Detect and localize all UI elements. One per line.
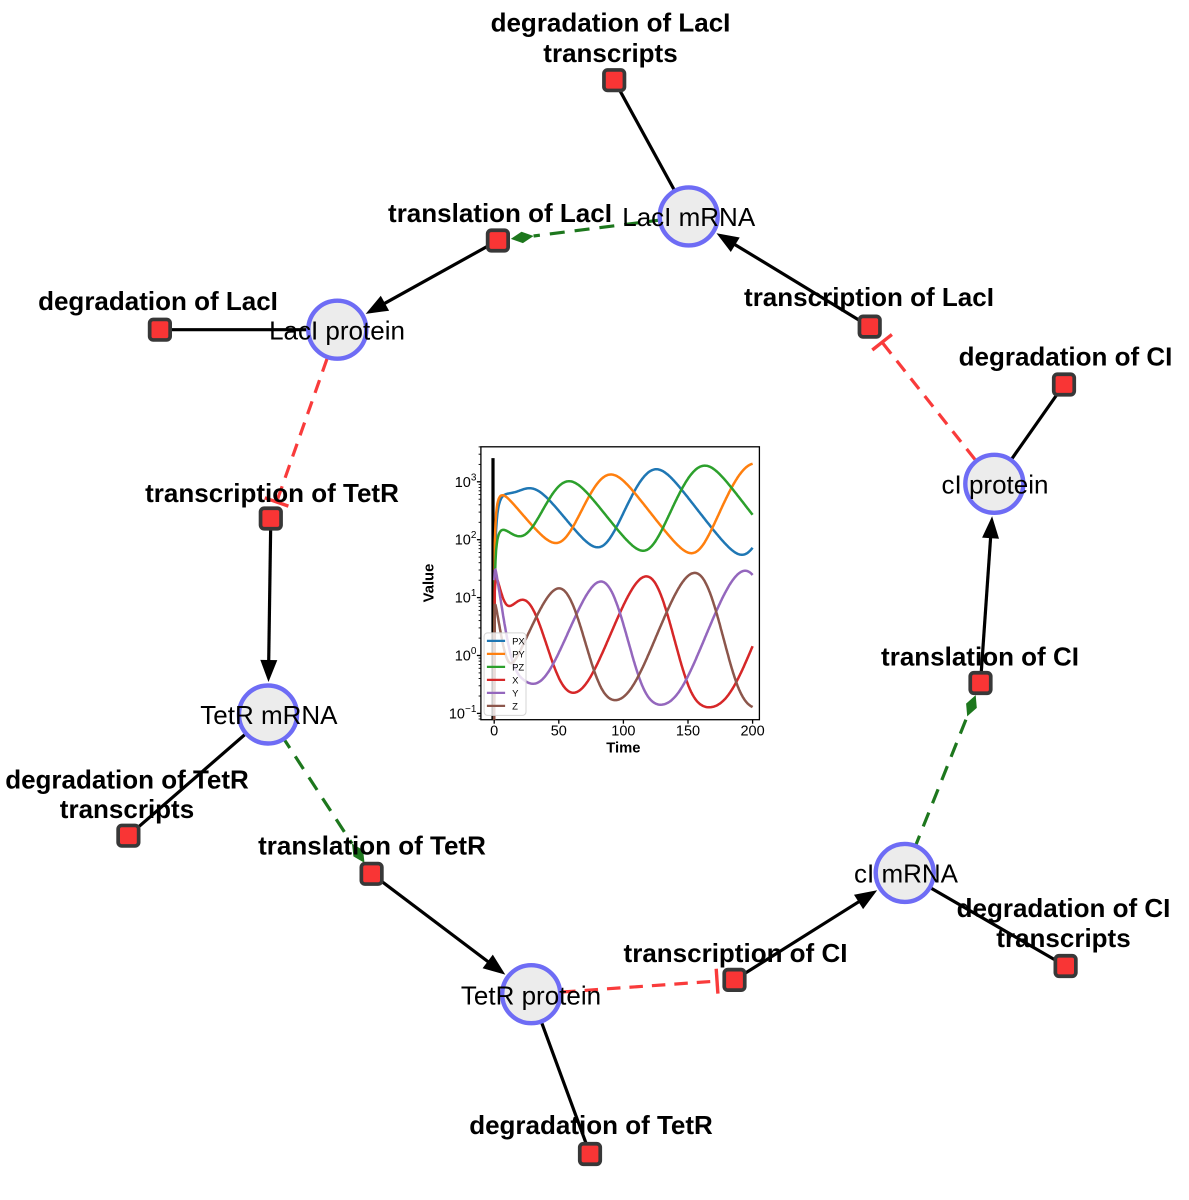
svg-text:Z: Z xyxy=(512,702,518,713)
svg-text:X: X xyxy=(512,676,519,687)
svg-text:translation of TetR: translation of TetR xyxy=(258,831,486,861)
svg-text:50: 50 xyxy=(551,724,567,740)
svg-text:102: 102 xyxy=(455,530,477,549)
svg-text:degradation of CI: degradation of CI xyxy=(957,893,1171,923)
svg-text:100: 100 xyxy=(611,724,635,740)
svg-text:degradation of TetR: degradation of TetR xyxy=(5,765,249,795)
svg-text:PY: PY xyxy=(512,650,525,661)
svg-text:transcription of LacI: transcription of LacI xyxy=(744,282,994,312)
svg-text:LacI protein: LacI protein xyxy=(269,316,405,346)
svg-text:101: 101 xyxy=(455,588,477,607)
svg-text:transcripts: transcripts xyxy=(543,38,677,68)
svg-text:Value: Value xyxy=(422,564,438,603)
svg-text:transcripts: transcripts xyxy=(60,794,194,824)
svg-text:degradation of LacI: degradation of LacI xyxy=(38,286,278,316)
svg-text:LacI mRNA: LacI mRNA xyxy=(622,202,756,232)
svg-text:100: 100 xyxy=(455,646,477,665)
svg-text:degradation of CI: degradation of CI xyxy=(959,342,1173,372)
svg-text:PX: PX xyxy=(512,637,525,648)
svg-text:150: 150 xyxy=(676,724,700,740)
svg-text:10−1: 10−1 xyxy=(449,704,477,723)
svg-text:PZ: PZ xyxy=(512,663,524,674)
svg-text:transcription of CI: transcription of CI xyxy=(624,938,848,968)
svg-text:translation of LacI: translation of LacI xyxy=(388,198,612,228)
svg-text:200: 200 xyxy=(740,724,764,740)
svg-text:TetR protein: TetR protein xyxy=(461,981,601,1011)
svg-text:0: 0 xyxy=(490,724,498,740)
svg-text:Time: Time xyxy=(606,741,640,757)
svg-text:degradation of TetR: degradation of TetR xyxy=(469,1110,713,1140)
svg-text:degradation of LacI: degradation of LacI xyxy=(491,8,731,38)
svg-text:103: 103 xyxy=(455,472,477,491)
svg-text:Y: Y xyxy=(512,689,519,700)
svg-text:cI mRNA: cI mRNA xyxy=(854,859,959,889)
svg-text:transcription of TetR: transcription of TetR xyxy=(145,478,399,508)
svg-text:TetR mRNA: TetR mRNA xyxy=(200,700,338,730)
svg-text:transcripts: transcripts xyxy=(996,923,1130,953)
svg-text:cI protein: cI protein xyxy=(942,470,1049,500)
svg-text:translation of CI: translation of CI xyxy=(881,642,1079,672)
